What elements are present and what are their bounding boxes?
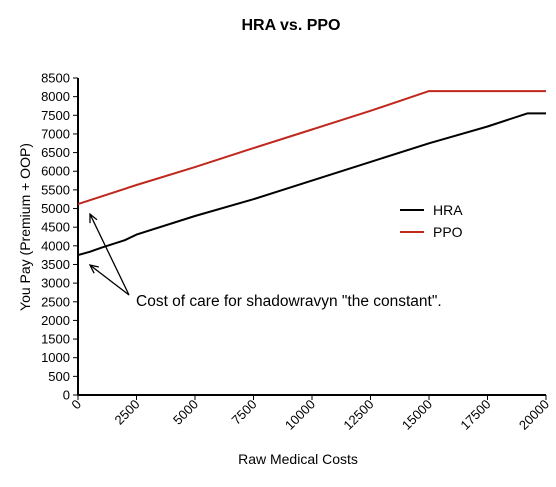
x-tick-label: 0 — [68, 397, 84, 413]
x-tick-label: 10000 — [282, 397, 318, 433]
y-tick-label: 6000 — [41, 164, 70, 179]
legend-label-ppo: PPO — [433, 224, 463, 240]
annotation-arrow-shaft — [89, 213, 130, 296]
y-tick-label: 0 — [63, 388, 70, 403]
annotation-arrow-head — [89, 212, 98, 224]
y-tick-label: 5000 — [41, 201, 70, 216]
y-tick-label: 1500 — [41, 332, 70, 347]
y-tick-label: 3500 — [41, 257, 70, 272]
annotations: Cost of care for shadowravyn "the consta… — [88, 212, 442, 310]
legend-label-hra: HRA — [433, 202, 463, 218]
annotation-arrow-head — [88, 264, 99, 274]
y-tick-label: 6500 — [41, 145, 70, 160]
y-axis-label: You Pay (Premium + OOP) — [17, 143, 33, 311]
y-tick-label: 8500 — [41, 71, 70, 86]
y-tick-label: 500 — [48, 369, 70, 384]
y-tick-label: 5500 — [41, 182, 70, 197]
legend: HRA PPO — [400, 202, 463, 240]
y-tick-label: 3000 — [41, 276, 70, 291]
y-tick-label: 7000 — [41, 126, 70, 141]
y-tick-label: 7500 — [41, 108, 70, 123]
x-tick-label: 7500 — [229, 397, 260, 428]
series-line-ppo — [77, 90, 546, 206]
y-tick-label: 2500 — [41, 294, 70, 309]
y-tick-label: 4000 — [41, 238, 70, 253]
series-line-hra — [77, 112, 546, 257]
annotation-text: Cost of care for shadowravyn "the consta… — [136, 293, 442, 310]
x-axis-label: Raw Medical Costs — [238, 451, 358, 467]
x-tick-label: 12500 — [340, 397, 376, 433]
plot-area: 0 500 1000 1500 2000 2500 3000 3500 4000 4500 5000… — [41, 71, 552, 433]
x-tick-label: 20000 — [516, 397, 552, 433]
x-tick-label: 2500 — [112, 397, 143, 428]
chart-title: HRA vs. PPO — [242, 17, 341, 34]
y-tick-label: 4500 — [41, 220, 70, 235]
x-tick-label: 17500 — [457, 397, 493, 433]
x-tick-label: 5000 — [170, 397, 201, 428]
y-tick-label: 2000 — [41, 313, 70, 328]
y-tick-label: 8000 — [41, 89, 70, 104]
annotation-arrow-shaft — [89, 264, 130, 296]
x-tick-label: 15000 — [399, 397, 435, 433]
y-tick-label: 1000 — [41, 350, 70, 365]
